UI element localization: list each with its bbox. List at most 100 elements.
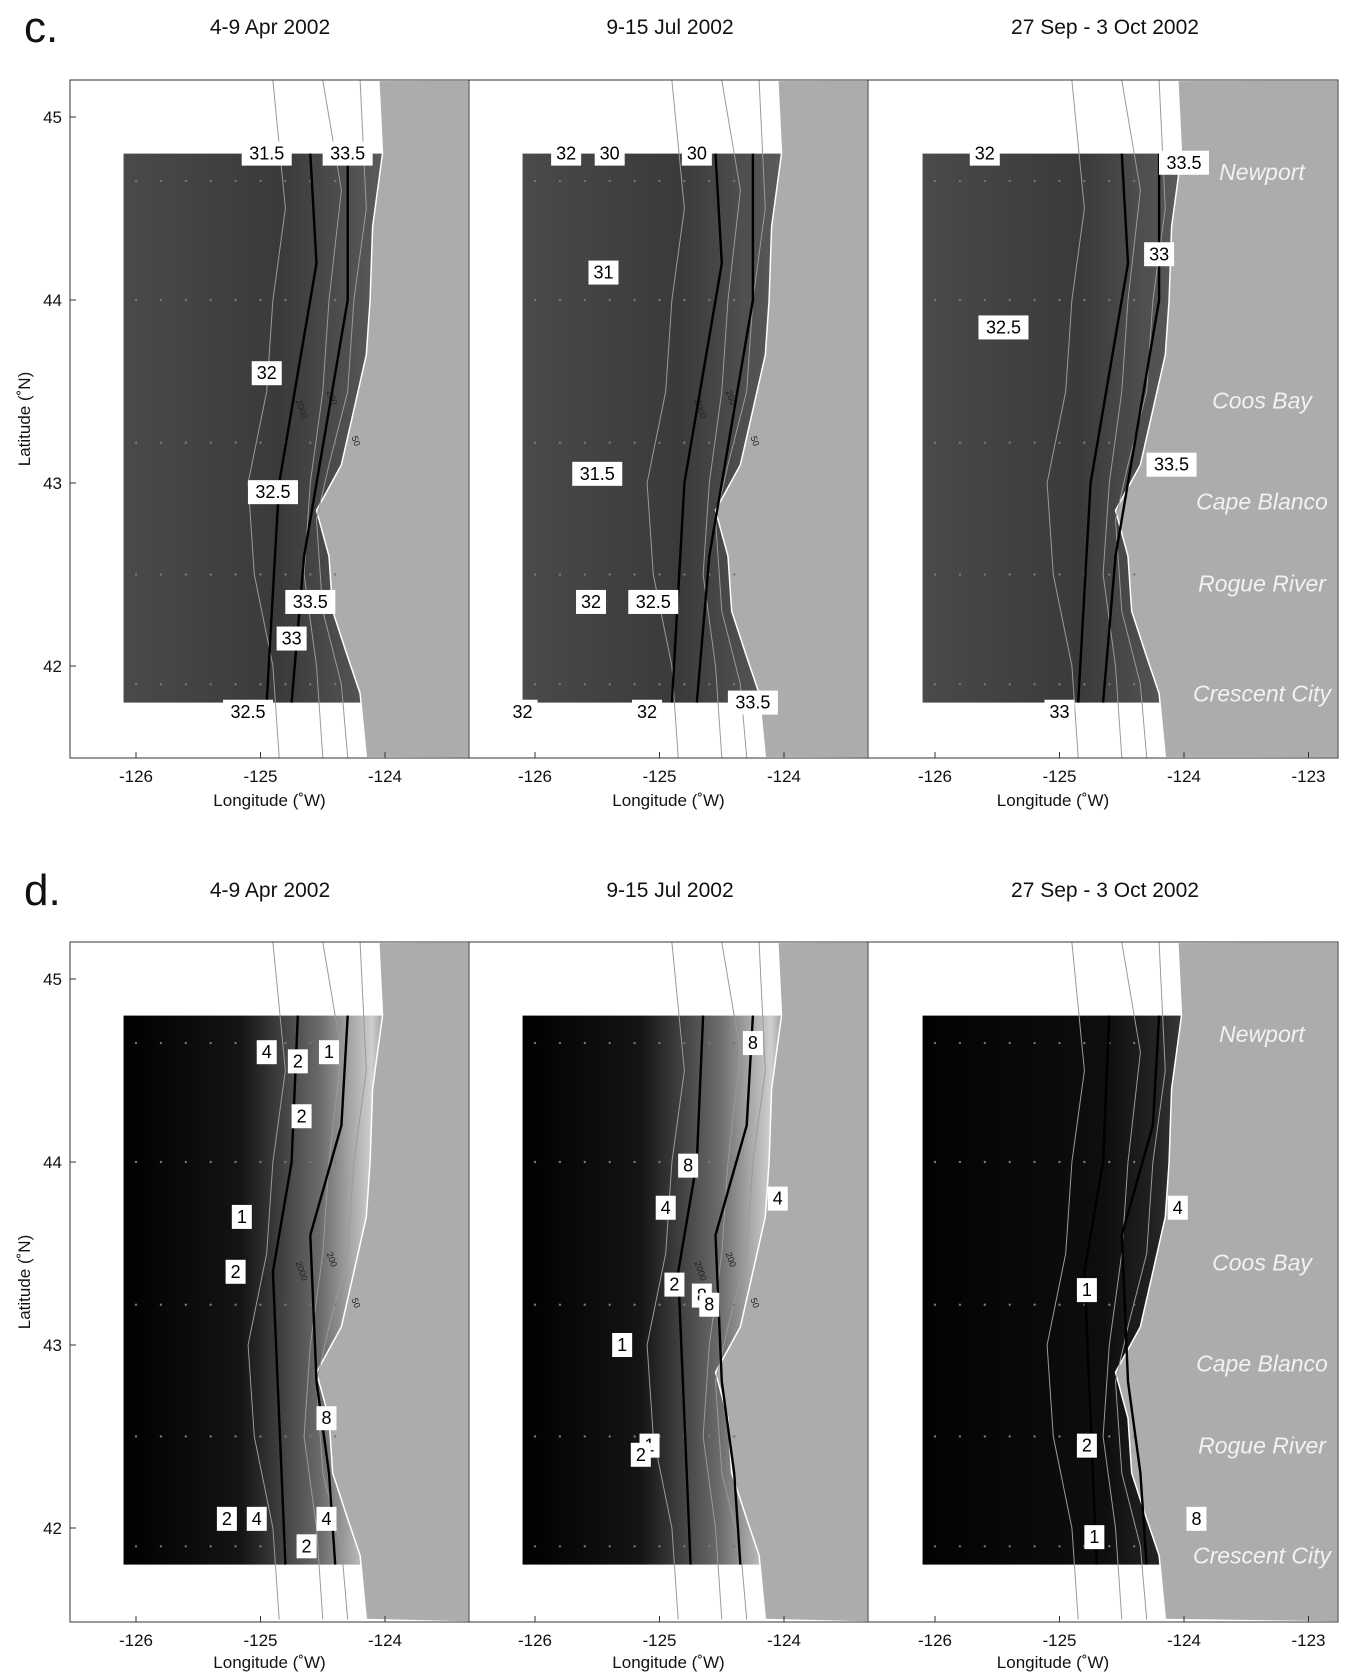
contour-label: 32: [637, 702, 657, 722]
contour-label-box: [1167, 1195, 1188, 1220]
station-dot: [1008, 1545, 1011, 1548]
station-dot: [633, 573, 636, 576]
place-name: Newport: [1219, 159, 1306, 185]
station-dot: [658, 1545, 661, 1548]
station-dot: [184, 441, 187, 444]
station-dot: [209, 683, 212, 686]
isobath-0: [646, 80, 685, 758]
station-dot: [159, 298, 163, 302]
contour-label: 32.5: [986, 317, 1021, 337]
station-dot: [733, 179, 736, 183]
station-dot: [658, 683, 661, 686]
station-dot: [309, 1435, 312, 1438]
station-dot: [1033, 179, 1036, 183]
station-dot: [633, 1160, 636, 1164]
contour-label-box: [632, 699, 663, 724]
station-dot: [1083, 441, 1086, 444]
station-dot: [284, 1435, 287, 1438]
station-dot: [159, 1435, 163, 1438]
map-subtitle: 9-15 Jul 2002: [606, 16, 733, 39]
station-dot: [134, 441, 138, 444]
station-dot: [933, 683, 937, 686]
contour-label-box: [742, 1031, 763, 1056]
x-tick-label: -126: [518, 767, 552, 786]
station-dot: [958, 1160, 962, 1164]
isobath-1: [1102, 80, 1141, 758]
station-dot: [733, 1041, 736, 1045]
station-dot: [608, 573, 611, 576]
station-dot: [1133, 1041, 1136, 1045]
contour-label: 4: [262, 1042, 272, 1062]
station-dot: [683, 298, 686, 302]
x-tick-label: -124: [368, 767, 402, 786]
contour-label-box: [231, 1204, 252, 1229]
station-dot: [284, 683, 287, 686]
station-dot: [583, 179, 586, 183]
station-dot: [533, 1545, 537, 1548]
contour-label: 32.5: [255, 482, 290, 502]
station-dot: [1008, 179, 1011, 183]
station-dot: [134, 1303, 138, 1306]
y-tick-label: 45: [43, 970, 62, 989]
contour-label-box: [727, 690, 778, 715]
map-frame: [867, 79, 1339, 759]
contour-label-box: [316, 1406, 337, 1431]
station-dot: [209, 1303, 212, 1306]
station-dot: [1108, 441, 1111, 444]
contour-label: 33.5: [293, 592, 328, 612]
station-dot: [933, 298, 937, 302]
station-dot: [259, 1545, 262, 1548]
y-tick-label: 44: [43, 291, 62, 310]
station-dot: [958, 179, 962, 183]
station-dot: [733, 1545, 736, 1548]
contour-label: 1: [1082, 1280, 1092, 1300]
station-dot: [933, 1303, 937, 1306]
x-tick-label: -124: [368, 1631, 402, 1650]
station-dot: [1108, 179, 1111, 183]
station-dot: [184, 1545, 187, 1548]
station-dot: [958, 1435, 962, 1438]
station-dot: [583, 1435, 586, 1438]
station-dot: [184, 1160, 187, 1164]
contour-line-0: [1077, 153, 1130, 703]
contour-label: 8: [704, 1295, 714, 1315]
station-dot: [234, 1435, 237, 1438]
station-dot: [209, 573, 212, 576]
station-dot: [1083, 298, 1086, 302]
contour-label: 33.5: [1166, 153, 1201, 173]
x-tick-label: -126: [119, 767, 153, 786]
contour-label: 2: [222, 1509, 232, 1529]
map-subtitle: 27 Sep - 3 Oct 2002: [1011, 879, 1199, 902]
station-dot: [633, 1545, 636, 1548]
contour-label: 8: [1191, 1509, 1201, 1529]
station-dot: [334, 1303, 337, 1306]
station-dot: [259, 179, 262, 183]
station-dot: [708, 1545, 711, 1548]
station-dot: [284, 1303, 287, 1306]
x-axis-label: Longitude (˚W): [612, 1653, 724, 1672]
station-dot: [234, 573, 237, 576]
contour-label-box: [681, 141, 712, 166]
station-dot: [533, 1041, 537, 1045]
panel-letter-c: c.: [24, 3, 58, 52]
station-dot: [958, 1041, 962, 1045]
station-dot: [533, 298, 537, 302]
contour-label-box: [287, 1049, 308, 1074]
station-dot: [134, 1041, 138, 1045]
station-dot: [608, 1545, 611, 1548]
contour-label: 8: [683, 1156, 693, 1176]
station-dot: [683, 1545, 686, 1548]
station-dot: [1108, 1160, 1111, 1164]
contour-label: 1: [617, 1335, 627, 1355]
station-dot: [733, 1160, 736, 1164]
station-dot: [1133, 683, 1136, 686]
station-dot: [683, 179, 686, 183]
contour-label: 31.5: [580, 464, 615, 484]
place-name: Cape Blanco: [1196, 1350, 1328, 1376]
map-1-2: 4 1 2 8 1 27 Sep - 3 Oct 2002 -126 -125 -124 -123…: [867, 879, 1339, 1672]
station-dot: [334, 683, 337, 686]
station-dot: [159, 1160, 163, 1164]
station-dot: [1033, 1160, 1036, 1164]
station-dot: [708, 683, 711, 686]
station-dot: [1033, 573, 1036, 576]
